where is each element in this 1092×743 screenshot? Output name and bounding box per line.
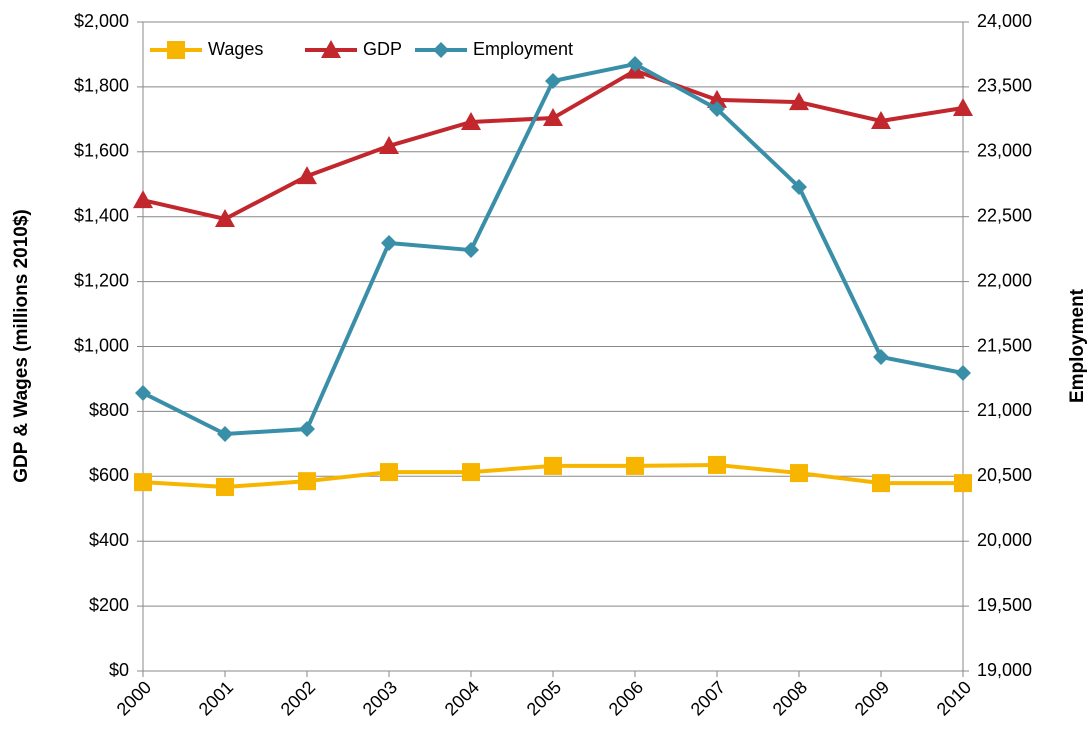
point [953, 97, 973, 116]
point [545, 73, 561, 90]
point [709, 100, 725, 117]
point [217, 425, 233, 442]
point [299, 421, 315, 438]
x-tick-label: 2006 [605, 677, 647, 719]
x-tick-label: 2001 [195, 677, 237, 719]
legend-marker [167, 41, 185, 59]
x-tick-label: 2003 [359, 677, 401, 719]
y-tick-label: $1,400 [74, 205, 129, 225]
y2-tick-label: 19,000 [977, 660, 1032, 680]
point [135, 384, 151, 401]
y-tick-label: $200 [89, 595, 129, 615]
y-tick-label: $0 [109, 660, 129, 680]
x-tick-label: 2005 [523, 677, 565, 719]
y2-tick-label: 23,500 [977, 76, 1032, 96]
legend-label: Wages [208, 39, 263, 59]
y2-tick-label: 20,500 [977, 465, 1032, 485]
point [873, 349, 889, 366]
y2-tick-label: 20,000 [977, 530, 1032, 550]
point [462, 463, 480, 482]
point [134, 473, 152, 492]
y2-tick-label: 21,000 [977, 400, 1032, 420]
y-axis-title: GDP & Wages (millions 2010$) [11, 209, 32, 482]
point [461, 111, 481, 130]
y-tick-label: $2,000 [74, 11, 129, 31]
y2-tick-label: 23,000 [977, 141, 1032, 161]
x-tick-label: 2008 [769, 677, 811, 719]
x-tick-label: 2007 [687, 677, 729, 719]
y-tick-label: $1,200 [74, 270, 129, 290]
point [381, 235, 397, 252]
point [463, 242, 479, 259]
point [380, 463, 398, 482]
legend-item: Employment [415, 39, 573, 59]
y2-tick-label: 22,500 [977, 205, 1032, 225]
point [543, 108, 563, 127]
point [215, 208, 235, 227]
point [789, 92, 809, 111]
y-tick-label: $400 [89, 530, 129, 550]
y-tick-label: $600 [89, 465, 129, 485]
y2-tick-label: 24,000 [977, 11, 1032, 31]
point [955, 364, 971, 381]
point [216, 478, 234, 497]
point [298, 472, 316, 491]
point [379, 135, 399, 154]
point [871, 110, 891, 129]
y2-tick-label: 21,500 [977, 335, 1032, 355]
point [872, 474, 890, 493]
point [791, 178, 807, 195]
legend-item: Wages [150, 39, 263, 59]
point [707, 89, 727, 108]
point [708, 455, 726, 474]
legend-marker [433, 42, 449, 58]
x-tick-label: 2004 [441, 677, 483, 719]
y-tick-label: $800 [89, 400, 129, 420]
y2-tick-label: 19,500 [977, 595, 1032, 615]
x-tick-label: 2000 [113, 677, 155, 719]
point [954, 474, 972, 493]
series-line [142, 68, 964, 222]
x-tick-label: 2010 [933, 677, 975, 719]
legend-label: Employment [473, 39, 573, 59]
y2-axis-title: Employment [1067, 288, 1088, 403]
point [297, 166, 317, 185]
x-tick-label: 2009 [851, 677, 893, 719]
y2-tick-label: 22,000 [977, 270, 1032, 290]
point [626, 456, 644, 475]
legend-item: GDP [305, 39, 402, 59]
legend-marker [321, 40, 341, 58]
point [627, 56, 643, 73]
point [790, 464, 808, 483]
y-tick-label: $1,600 [74, 141, 129, 161]
legend-label: GDP [363, 39, 402, 59]
x-tick-label: 2002 [277, 677, 319, 719]
point [133, 190, 153, 209]
point [544, 456, 562, 475]
y-tick-label: $1,000 [74, 335, 129, 355]
y-tick-label: $1,800 [74, 76, 129, 96]
